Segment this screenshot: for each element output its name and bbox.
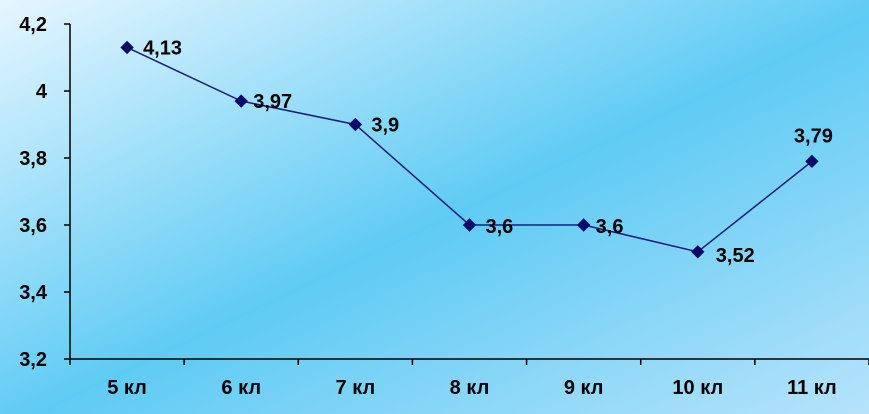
data-value-label: 3,97 (253, 91, 292, 113)
data-point-marker (462, 218, 477, 232)
y-axis-ticks: 3,2 3,4 3,6 3,8 4 4,2 (19, 14, 70, 371)
axes (69, 24, 869, 360)
data-value-label: 3,52 (716, 245, 755, 267)
x-tick-label: 10 кл (672, 377, 723, 399)
y-tick-label: 3,6 (19, 215, 47, 237)
x-tick-label: 8 кл (450, 377, 490, 399)
data-value-label: 3,9 (371, 115, 399, 137)
x-axis-ticks: 5 кл 6 кл 7 кл 8 кл 9 кл 10 кл 11 кл (69, 359, 869, 399)
data-value-label: 3,6 (596, 216, 624, 238)
data-point-marker (576, 218, 591, 232)
x-tick-label: 7 кл (336, 377, 376, 399)
data-value-label: 3,6 (486, 216, 514, 238)
data-labels-group: 4,13 3,97 3,9 3,6 3,6 3,52 3,79 (143, 37, 833, 266)
data-point-marker (805, 154, 819, 169)
y-tick-label: 4,2 (19, 14, 47, 36)
data-value-label: 4,13 (143, 37, 182, 59)
data-point-marker (348, 117, 363, 132)
data-point-marker (234, 94, 248, 108)
markers-group (120, 40, 819, 259)
y-tick-label: 4 (36, 81, 48, 103)
data-value-label: 3,79 (794, 125, 833, 147)
y-tick-label: 3,2 (19, 349, 47, 371)
y-tick-label: 3,8 (19, 148, 47, 170)
x-tick-label: 11 кл (787, 377, 837, 399)
y-tick-label: 3,4 (19, 282, 48, 304)
x-tick-label: 6 кл (221, 377, 261, 399)
data-point-marker (120, 40, 134, 55)
x-tick-label: 5 кл (107, 377, 147, 399)
data-point-marker (691, 245, 705, 259)
x-tick-label: 9 кл (564, 377, 604, 399)
